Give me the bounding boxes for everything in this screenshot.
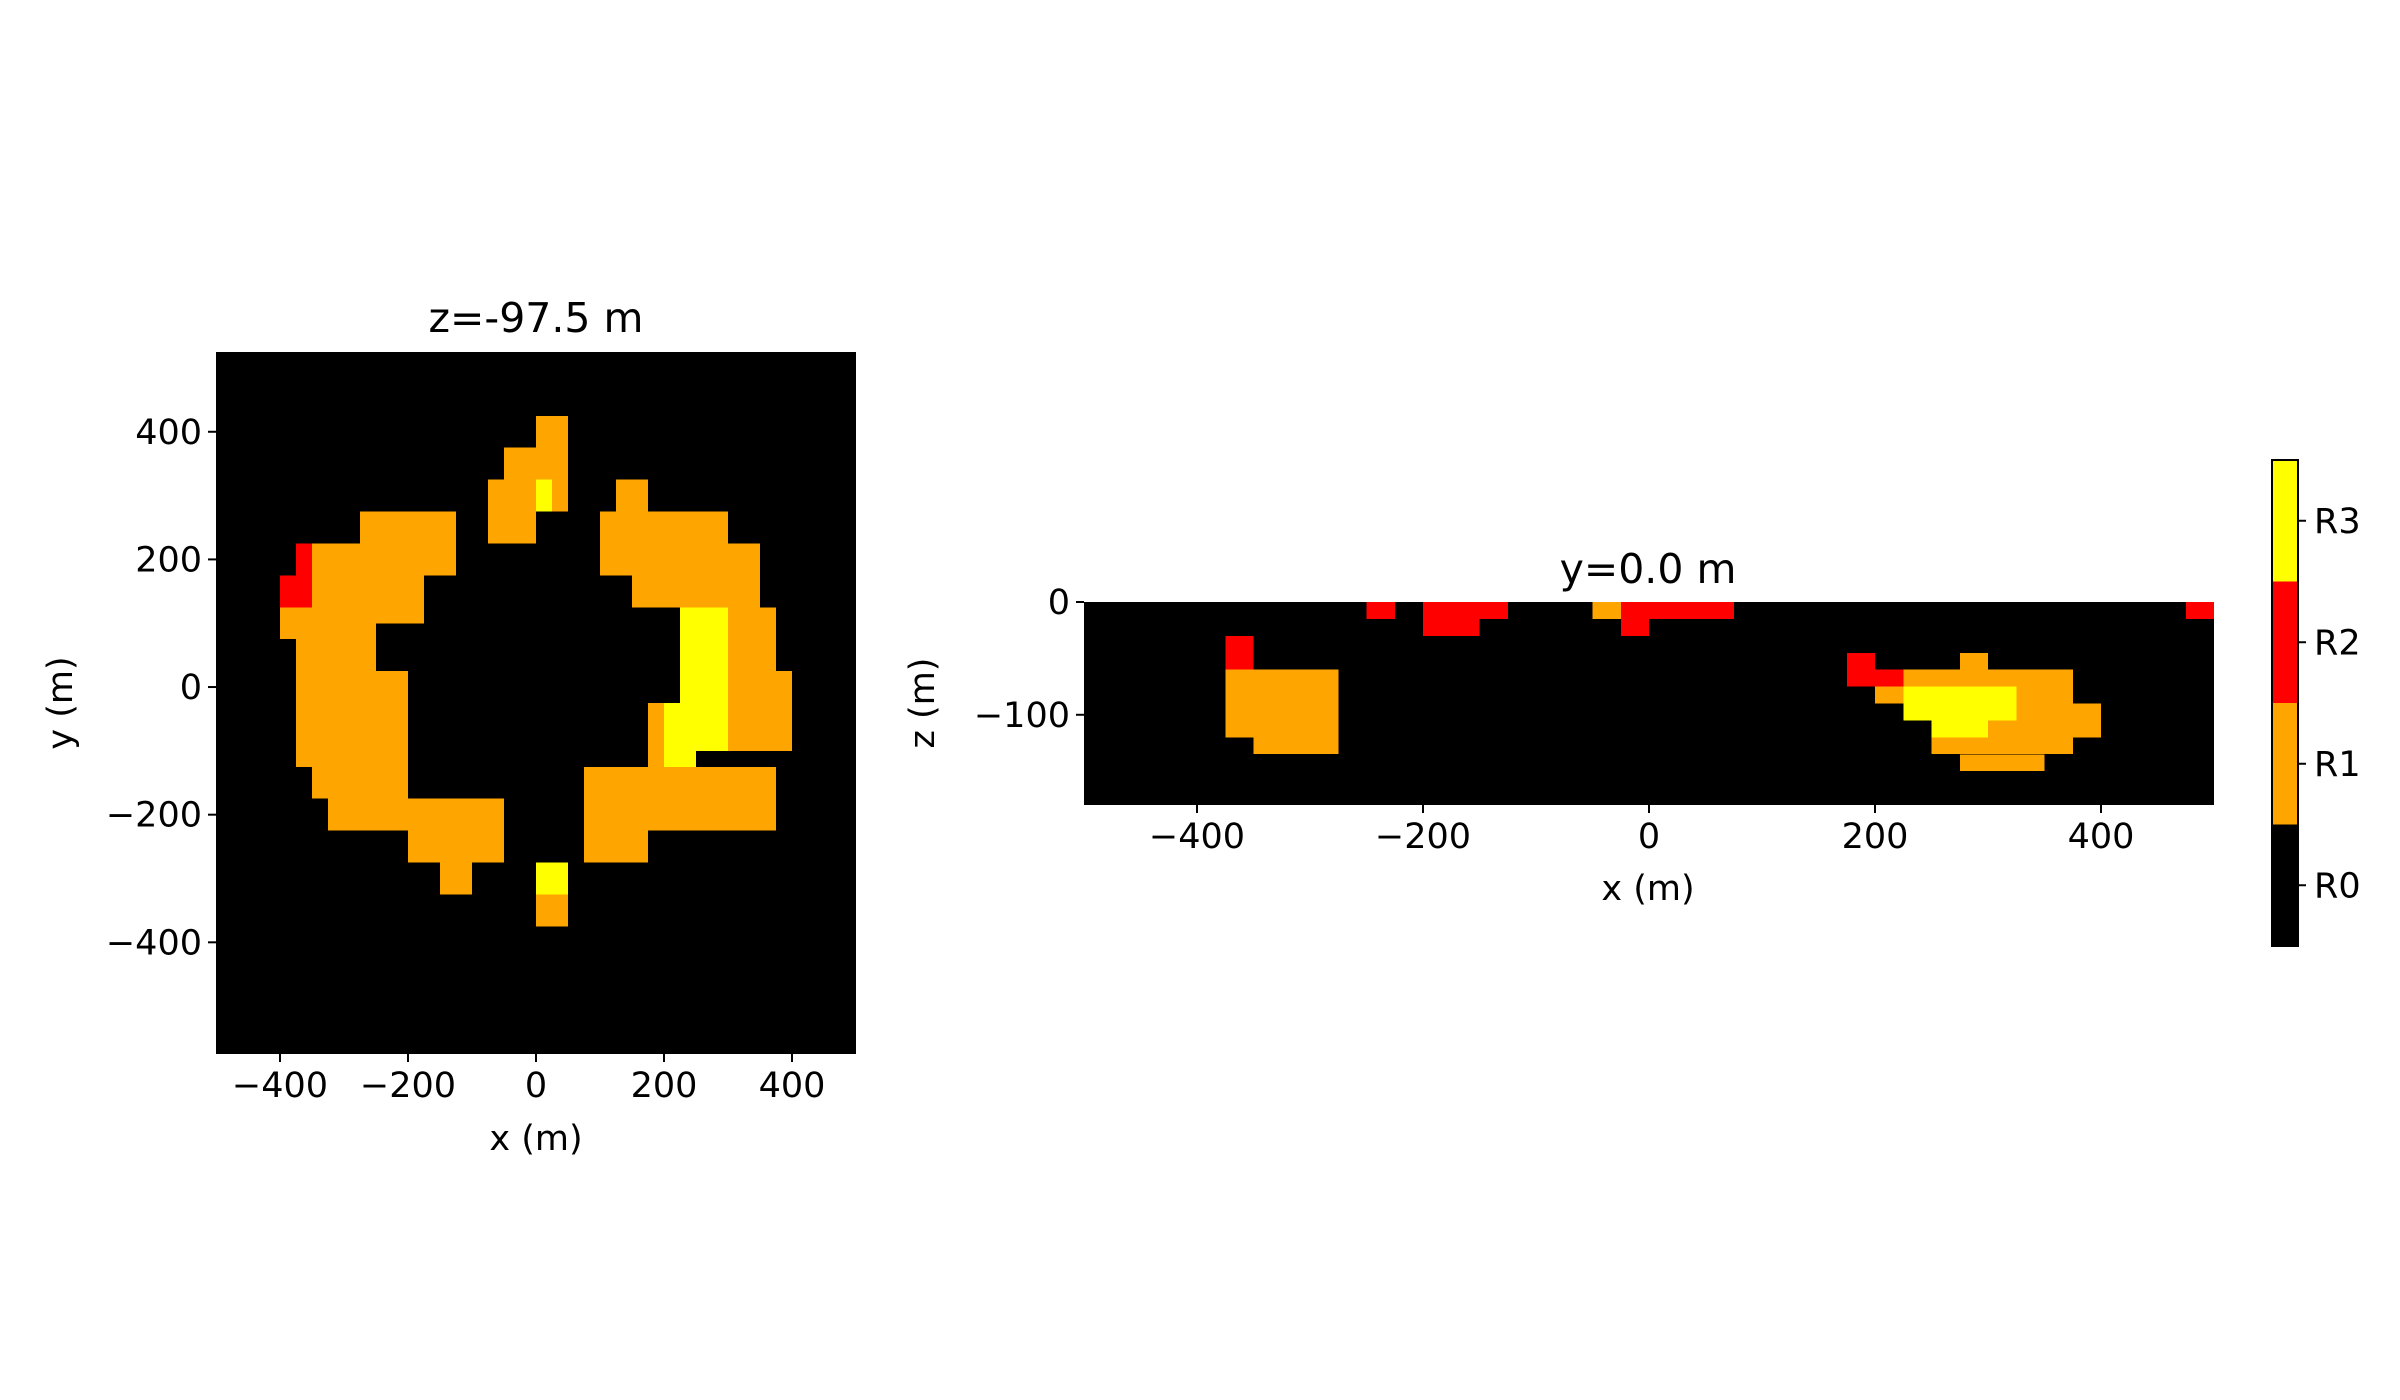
- right-cell-R1: [2016, 686, 2073, 704]
- left-y-ticks: −400 −200 0 200 400: [106, 413, 216, 963]
- left-x-tick-label: 0: [525, 1066, 547, 1106]
- right-x-ticks: −400 −200 0 200 400: [1149, 805, 2134, 857]
- right-x-axis-label: x (m): [1601, 869, 1694, 909]
- right-cell-R2: [1649, 602, 1734, 619]
- colorbar-segment-R2: [2272, 581, 2298, 703]
- right-x-tick-label: 400: [2068, 817, 2135, 857]
- left-cell-R1: [632, 543, 760, 608]
- right-cell-R1: [1959, 652, 1989, 670]
- left-cell-R1: [488, 479, 536, 544]
- left-cell-R3: [664, 703, 696, 767]
- right-cell-R2: [1366, 602, 1395, 619]
- right-cell-R1: [1592, 602, 1621, 619]
- left-cell-R1: [728, 671, 792, 751]
- left-cell-R2: [296, 543, 312, 576]
- right-cell-R1: [1959, 754, 2045, 772]
- left-x-tick-label: 400: [759, 1066, 826, 1106]
- right-x-tick-label: −400: [1149, 817, 1245, 857]
- right-y-ticks: −100 0: [974, 583, 1084, 736]
- right-cell-R2: [1423, 602, 1480, 636]
- right-heatmap-cells: [1225, 602, 2215, 772]
- left-cell-R1: [552, 479, 568, 512]
- colorbar-tick-label: R3: [2314, 502, 2361, 542]
- left-cell-R1: [504, 447, 568, 480]
- left-y-tick-label: −200: [106, 796, 202, 836]
- left-title: z=-97.5 m: [429, 294, 644, 342]
- left-cell-R3: [536, 862, 568, 895]
- colorbar-tick-label: R0: [2314, 866, 2361, 906]
- right-cell-R3: [1931, 720, 1988, 738]
- left-x-tick-label: −200: [360, 1066, 456, 1106]
- right-title: y=0.0 m: [1560, 545, 1737, 593]
- left-heatmap-cells: [280, 415, 792, 927]
- panel-right: y=0.0 m −400 −200 0 200 400 −100 0 x (m) z (m…: [903, 545, 2215, 909]
- right-cell-R2: [1225, 635, 1254, 670]
- left-x-axis-label: x (m): [489, 1119, 582, 1159]
- left-cell-R1: [584, 814, 648, 863]
- left-cell-R2: [280, 575, 312, 608]
- panel-left: z=-97.5 m −400 −200 0 200 400 −400 −200 0 200 40…: [41, 294, 856, 1159]
- right-x-tick-label: −200: [1375, 817, 1471, 857]
- right-cell-R2: [1479, 602, 1508, 619]
- colorbar-segment-R0: [2272, 824, 2298, 946]
- right-cell-R2: [2185, 602, 2215, 619]
- left-cell-R1: [376, 671, 408, 735]
- left-cell-R3: [536, 479, 552, 512]
- right-y-tick-label: −100: [974, 696, 1070, 736]
- left-y-tick-label: 400: [135, 413, 202, 453]
- left-y-tick-label: 200: [135, 540, 202, 580]
- left-cell-R1: [616, 479, 648, 512]
- right-cell-R2: [1846, 652, 1876, 687]
- colorbar-tick-label: R2: [2314, 623, 2361, 663]
- left-cell-R1: [440, 862, 472, 895]
- left-y-tick-label: −400: [106, 923, 202, 963]
- left-cell-R1: [536, 894, 568, 927]
- left-y-tick-label: 0: [180, 668, 202, 708]
- right-cell-R1: [1875, 686, 1904, 704]
- left-cell-R1: [408, 798, 504, 863]
- right-x-tick-label: 0: [1638, 817, 1660, 857]
- colorbar-tick-label: R1: [2314, 745, 2361, 785]
- right-cell-R2: [1875, 669, 1904, 687]
- right-x-tick-label: 200: [1842, 817, 1909, 857]
- left-x-tick-label: −400: [232, 1066, 328, 1106]
- colorbar: R0 R1 R2 R3: [2271, 459, 2361, 947]
- left-y-axis-label: y (m): [41, 656, 81, 749]
- right-y-tick-label: 0: [1048, 583, 1070, 623]
- right-cell-R1: [1903, 669, 2073, 687]
- colorbar-segment-R3: [2272, 460, 2298, 582]
- left-x-tick-label: 200: [631, 1066, 698, 1106]
- left-x-ticks: −400 −200 0 200 400: [232, 1054, 825, 1106]
- colorbar-segment-R1: [2272, 703, 2298, 825]
- right-cell-R3: [1903, 686, 2017, 721]
- right-cell-R1: [1225, 669, 1339, 738]
- colorbar-frame: [2271, 459, 2299, 947]
- left-cell-R1: [312, 734, 408, 799]
- right-y-axis-label: z (m): [903, 658, 943, 749]
- right-cell-R1: [1253, 737, 1339, 755]
- right-cell-R2: [1620, 602, 1650, 636]
